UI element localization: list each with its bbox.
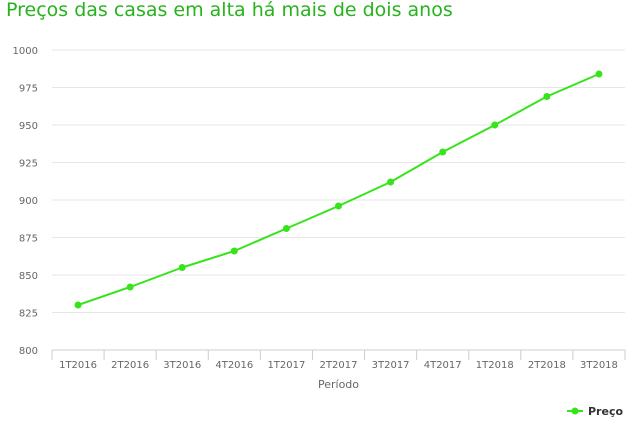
x-tick-label: 4T2016 — [215, 360, 253, 371]
series-line-group — [74, 70, 603, 309]
gridlines — [52, 49, 625, 313]
y-tick-label: 800 — [19, 346, 38, 357]
y-tick-label: 1000 — [13, 46, 38, 57]
y-tick-label: 900 — [19, 196, 38, 207]
data-point — [491, 121, 499, 129]
data-point — [595, 70, 603, 78]
data-point — [230, 247, 238, 255]
x-tick-label: 1T2017 — [267, 360, 305, 371]
chart-title: Preços das casas em alta há mais de dois… — [6, 0, 453, 21]
x-tick-label: 3T2016 — [163, 360, 201, 371]
data-point — [387, 178, 395, 186]
data-point — [126, 283, 134, 291]
x-tick-label: 2T2018 — [528, 360, 566, 371]
legend-marker — [571, 407, 579, 415]
data-point — [178, 264, 186, 271]
y-tick-label: 925 — [19, 159, 38, 170]
y-tick-label: 850 — [19, 271, 38, 282]
data-point — [335, 202, 342, 210]
y-tick-label: 950 — [19, 121, 38, 132]
data-point — [74, 301, 82, 309]
y-axis-ticks: 800 825 850 875 900 925 950 975 1000 — [13, 46, 38, 357]
series-line — [77, 73, 600, 306]
x-tick-label: 1T2016 — [59, 360, 97, 371]
x-tick-label: 2T2016 — [111, 360, 149, 371]
data-point — [543, 93, 551, 100]
data-point — [439, 148, 447, 156]
x-tick-label: 2T2017 — [320, 360, 358, 371]
x-axis-label: Período — [318, 378, 359, 391]
x-tick-label: 3T2018 — [580, 360, 618, 371]
x-tick-label: 1T2018 — [476, 360, 514, 371]
x-tick-label: 4T2017 — [424, 360, 462, 371]
y-tick-label: 825 — [19, 309, 38, 320]
x-axis: 1T2016 2T2016 3T2016 4T2016 1T2017 2T2017 3T20… — [51, 349, 626, 371]
y-tick-label: 975 — [19, 84, 38, 95]
x-tick-label: 3T2017 — [372, 360, 410, 371]
legend-label: Preço — [588, 405, 623, 418]
legend[interactable]: Preço — [567, 405, 623, 418]
data-point — [282, 225, 290, 232]
y-tick-label: 875 — [19, 234, 38, 245]
